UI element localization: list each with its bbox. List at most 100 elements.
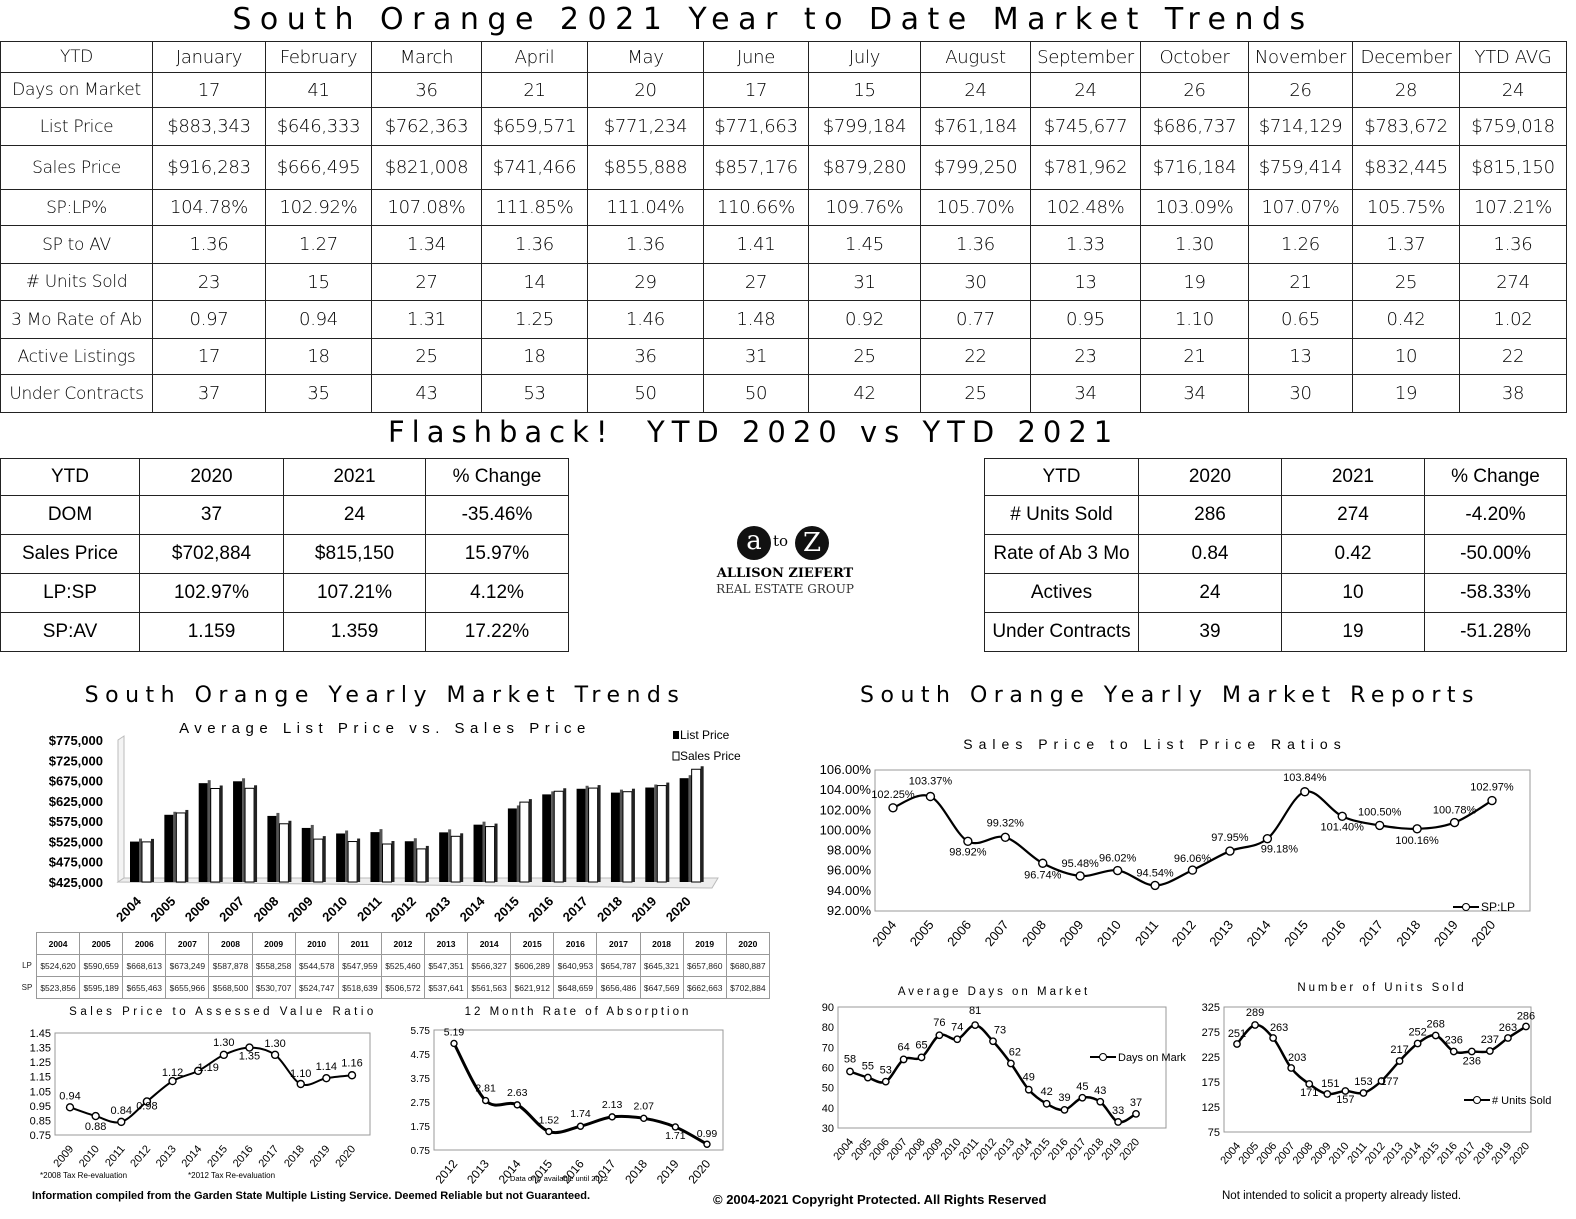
chart-title: Average List Price vs. Sales Price <box>179 720 591 737</box>
bar-sales-price-side <box>460 833 464 882</box>
lp-sp-yearly-table: 2004 2005 2006 2007 2008 2009 2010 2011 2012 2013… <box>18 932 771 999</box>
y-tick-label: 175 <box>1202 1077 1220 1089</box>
mini-cell: 2019 <box>682 932 727 955</box>
mini-cell: $587,878 <box>208 954 253 977</box>
table-row: List Price $883,343 $646,333 $762,363 $659,5… <box>0 107 1567 146</box>
column-header: % Change <box>425 458 569 496</box>
table-cell: 1.33 <box>1030 225 1141 264</box>
bar-sales-price <box>313 838 324 883</box>
x-tick-label: 2010 <box>319 894 350 925</box>
mini-cell: 2009 <box>251 932 296 955</box>
table-cell: 29 <box>587 263 704 301</box>
table-cell: $666,495 <box>265 145 372 190</box>
x-tick-label: 2015 <box>205 1143 230 1169</box>
bar-sales-price-side <box>391 841 395 882</box>
table-cell: $759,018 <box>1459 107 1567 146</box>
data-label: 100.78% <box>1433 805 1477 817</box>
list-vs-sales-bar-chart: Average List Price vs. Sales Price $425,0… <box>49 720 741 925</box>
y-tick-label: 80 <box>822 1022 834 1034</box>
column-header: September <box>1030 41 1141 73</box>
table-cell: 105.70% <box>920 189 1031 226</box>
column-header: February <box>265 41 372 73</box>
table-cell: 30 <box>1248 374 1353 413</box>
data-point <box>1359 1089 1368 1097</box>
row-label: Actives <box>984 573 1139 613</box>
y-tick-label: 0.75 <box>411 1146 431 1157</box>
table-cell: $771,234 <box>587 107 704 146</box>
bar-list-price <box>267 815 277 882</box>
table-cell: $762,363 <box>371 107 482 146</box>
column-header: May <box>587 41 704 73</box>
tax-note-2012: *2012 Tax Re-evaluation <box>188 1171 276 1180</box>
table-cell: 1.359 <box>283 612 426 652</box>
table-cell: 105.75% <box>1352 189 1460 226</box>
y-tick-label: 106.00% <box>820 762 872 777</box>
mini-cell: 2018 <box>639 932 684 955</box>
data-label: 53 <box>880 1065 892 1077</box>
bar-sales-price-side <box>151 838 154 882</box>
legend-label: SP:LP <box>1481 900 1515 914</box>
bar-sales-price <box>244 787 255 883</box>
x-tick-label: 2008 <box>1019 917 1049 949</box>
x-tick-label: 2005 <box>147 894 178 925</box>
data-point <box>1449 817 1460 828</box>
data-label: 45 <box>1076 1081 1088 1093</box>
table-cell: 36 <box>587 338 704 375</box>
data-label: 81 <box>969 1005 981 1017</box>
data-point <box>1467 1047 1476 1056</box>
data-label: 0.84 <box>111 1105 132 1117</box>
mini-cell: 2013 <box>423 932 469 955</box>
table-cell: 1.25 <box>481 300 588 339</box>
data-point <box>1096 1097 1105 1106</box>
table-cell: 19 <box>1140 263 1249 301</box>
data-label: 0.98 <box>136 1100 157 1112</box>
data-label: 1.30 <box>213 1037 234 1049</box>
table-cell: 110.66% <box>703 189 809 226</box>
row-label: SP to AV <box>0 225 153 264</box>
data-point <box>513 1101 521 1109</box>
mini-cell: $544,578 <box>294 954 339 977</box>
mini-cell: $518,639 <box>337 976 382 999</box>
row-label: Rate of Ab 3 Mo <box>984 534 1139 574</box>
table-cell: $761,184 <box>920 107 1031 146</box>
bar-list-price-side <box>619 789 623 882</box>
y-tick-label: $425,000 <box>49 875 103 890</box>
bar-list-price <box>336 833 346 882</box>
mini-cell: 2016 <box>553 932 598 955</box>
table-row: SP:AV 1.159 1.359 17.22% <box>0 612 569 652</box>
table-cell: 25 <box>1352 263 1460 301</box>
y-tick-label: 1.75 <box>411 1122 431 1133</box>
table-cell: 50 <box>587 374 704 413</box>
y-tick-label: 2.75 <box>411 1098 431 1109</box>
absorption-chart: 12 Month Rate of Absorption 0.75 1.75 2.75 3… <box>411 1006 724 1185</box>
plot-frame <box>54 1032 371 1136</box>
bar-list-price <box>130 841 139 882</box>
table-cell: 274 <box>1459 263 1567 301</box>
legend-marker-sales <box>672 751 680 761</box>
table-cell: $741,466 <box>481 145 588 190</box>
table-cell: $714,129 <box>1248 107 1353 146</box>
table-cell: 13 <box>1030 263 1141 301</box>
table-cell: 25 <box>920 374 1031 413</box>
column-header: 2020 <box>139 458 284 496</box>
table-cell: 107.07% <box>1248 189 1353 226</box>
x-tick-label: 2009 <box>285 894 316 925</box>
data-label: 286 <box>1517 1011 1535 1023</box>
data-point <box>1504 1034 1512 1042</box>
y-tick-label: 1.35 <box>30 1043 51 1055</box>
mini-cell: $595,189 <box>79 976 124 999</box>
table-cell: 1.36 <box>587 225 704 264</box>
bar-list-price <box>610 792 620 882</box>
bar-sales-price-side <box>357 838 361 882</box>
mini-cell: 2017 <box>596 932 641 955</box>
table-cell: 14 <box>481 263 588 301</box>
data-point <box>219 1050 229 1060</box>
x-tick-label: 2010 <box>1094 917 1124 949</box>
x-tick-label: 2020 <box>1507 1140 1532 1166</box>
table-cell: 38 <box>1459 374 1567 413</box>
table-row: Under Contracts 39 19 -51.28% <box>984 612 1567 652</box>
x-tick-label: 2020 <box>663 894 694 925</box>
y-tick-label: 1.05 <box>30 1086 51 1098</box>
header-row: YTD 2020 2021% Change <box>984 458 1567 496</box>
x-tick-label: 2016 <box>231 1143 256 1169</box>
